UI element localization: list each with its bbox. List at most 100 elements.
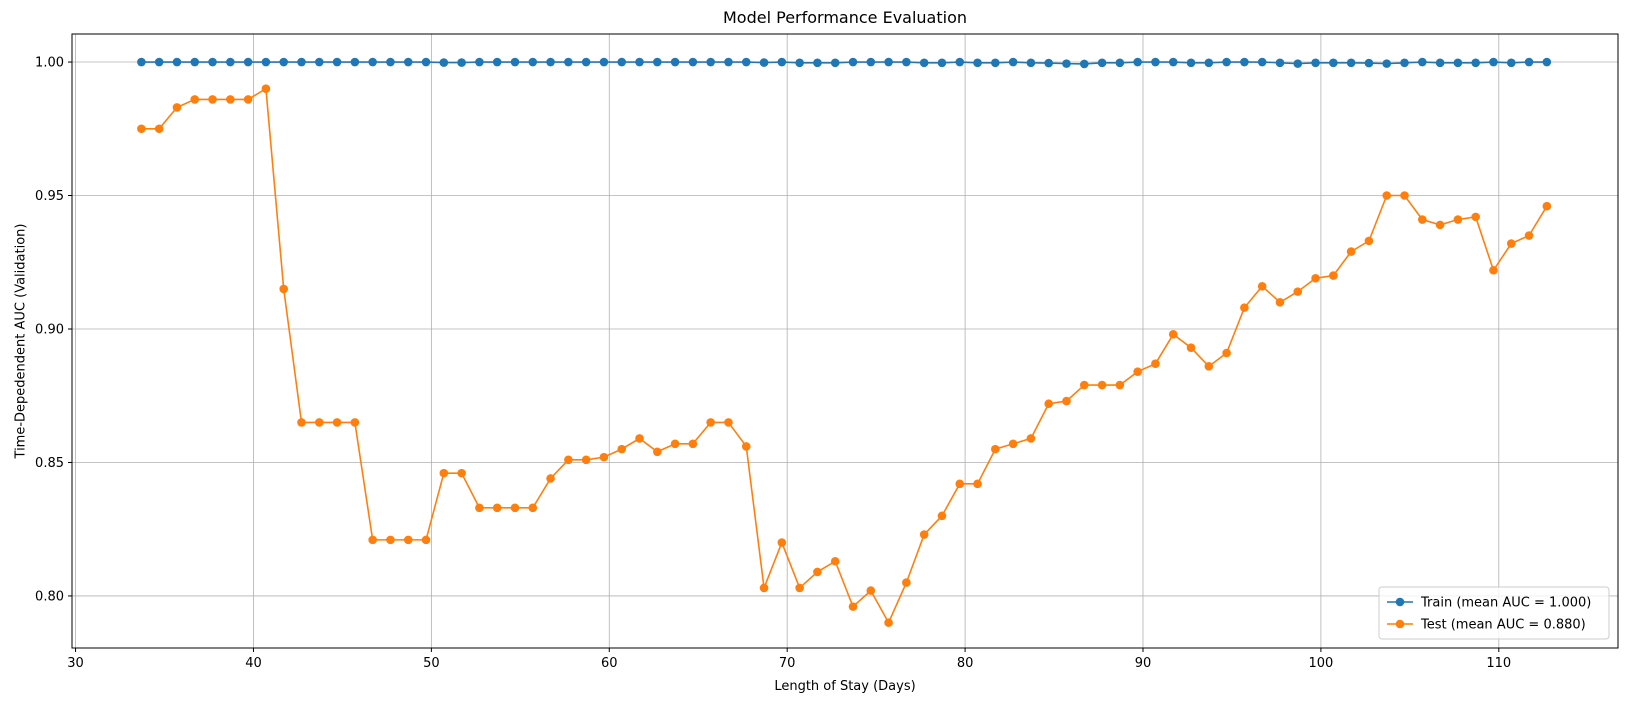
data-point — [314, 418, 324, 427]
data-point — [1364, 58, 1374, 68]
legend-label: Train (mean AUC = 1.000) — [1420, 596, 1591, 611]
x-tick-label: 100 — [1308, 656, 1333, 671]
data-point — [1275, 58, 1285, 68]
data-point — [1204, 58, 1214, 68]
data-point — [1186, 58, 1196, 68]
data-point — [866, 57, 876, 67]
data-point — [403, 535, 413, 545]
data-point — [599, 57, 609, 67]
data-point — [670, 57, 680, 67]
data-point — [1115, 380, 1125, 390]
data-point — [1524, 57, 1534, 67]
data-point — [1435, 220, 1445, 230]
data-point — [1364, 236, 1374, 246]
data-point — [902, 578, 911, 587]
data-point — [386, 57, 395, 67]
data-point — [1240, 303, 1249, 312]
data-point — [1097, 58, 1107, 68]
x-tick-label: 30 — [67, 656, 84, 671]
data-point — [261, 57, 271, 67]
data-point — [297, 418, 306, 427]
data-point — [1044, 58, 1054, 68]
data-point — [243, 95, 253, 104]
data-point — [991, 58, 1000, 68]
data-point — [635, 57, 644, 67]
data-point — [1382, 191, 1392, 200]
data-point — [741, 442, 751, 451]
data-point — [190, 95, 200, 104]
data-point — [1151, 57, 1160, 67]
data-point — [546, 57, 555, 67]
data-point — [1222, 348, 1231, 358]
data-point — [653, 57, 662, 67]
data-point — [884, 57, 893, 67]
data-point — [599, 452, 609, 462]
data-point — [403, 57, 413, 67]
data-point — [332, 418, 342, 427]
data-point — [546, 474, 555, 483]
plot-frame — [71, 33, 1619, 649]
data-point — [1400, 191, 1409, 200]
data-point — [564, 455, 573, 465]
data-point — [1257, 57, 1267, 67]
legend-marker — [1395, 619, 1405, 629]
data-point — [439, 58, 449, 67]
data-point — [688, 439, 698, 449]
legend-label: Test (mean AUC = 0.880) — [1420, 618, 1586, 633]
data-point — [457, 58, 466, 67]
data-point — [1418, 215, 1427, 224]
data-point — [1293, 287, 1303, 296]
data-point — [1506, 58, 1516, 68]
data-point — [813, 567, 822, 577]
data-point — [1471, 58, 1480, 68]
legend-marker — [1395, 597, 1405, 607]
data-point — [475, 503, 484, 513]
data-point — [581, 57, 591, 67]
legend-items: Train (mean AUC = 1.000) Test (mean AUC =… — [1387, 596, 1591, 633]
data-point — [208, 95, 217, 104]
data-point — [1542, 201, 1552, 211]
data-point — [332, 57, 342, 67]
data-point — [1489, 57, 1498, 67]
data-point — [1133, 57, 1142, 67]
legend-item: Train (mean AUC = 1.000) — [1387, 596, 1591, 611]
y-tick-label: 1.00 — [35, 56, 64, 71]
data-point — [1008, 57, 1018, 67]
x-tick-label: 70 — [779, 656, 796, 671]
data-point — [1418, 57, 1427, 67]
data-point — [226, 57, 235, 67]
data-point — [955, 57, 965, 67]
data-point — [457, 468, 466, 478]
data-point — [137, 57, 146, 67]
data-point — [314, 57, 324, 67]
x-tick-label: 90 — [1135, 656, 1152, 671]
data-point — [581, 455, 591, 465]
legend: Train (mean AUC = 1.000) Test (mean AUC =… — [1378, 586, 1610, 640]
grid — [72, 34, 1618, 648]
data-point — [1506, 239, 1516, 248]
data-point — [421, 535, 431, 545]
data-point — [919, 58, 929, 68]
data-point — [759, 583, 769, 593]
data-point — [1257, 281, 1267, 291]
data-point — [528, 503, 538, 513]
data-point — [937, 511, 947, 521]
data-point — [1311, 58, 1320, 68]
data-point — [368, 535, 377, 545]
data-point — [1186, 343, 1196, 352]
data-point — [297, 57, 306, 67]
data-point — [208, 57, 217, 67]
data-point — [777, 538, 787, 547]
x-tick-label: 80 — [957, 656, 974, 671]
data-point — [635, 434, 644, 443]
x-tick-label: 60 — [601, 656, 618, 671]
data-point — [243, 57, 253, 67]
data-point — [154, 124, 164, 134]
data-point — [1133, 367, 1142, 377]
data-point — [1168, 330, 1178, 339]
data-point — [795, 583, 804, 593]
x-tick-label: 40 — [245, 656, 262, 671]
y-tick-label: 0.95 — [35, 189, 64, 204]
